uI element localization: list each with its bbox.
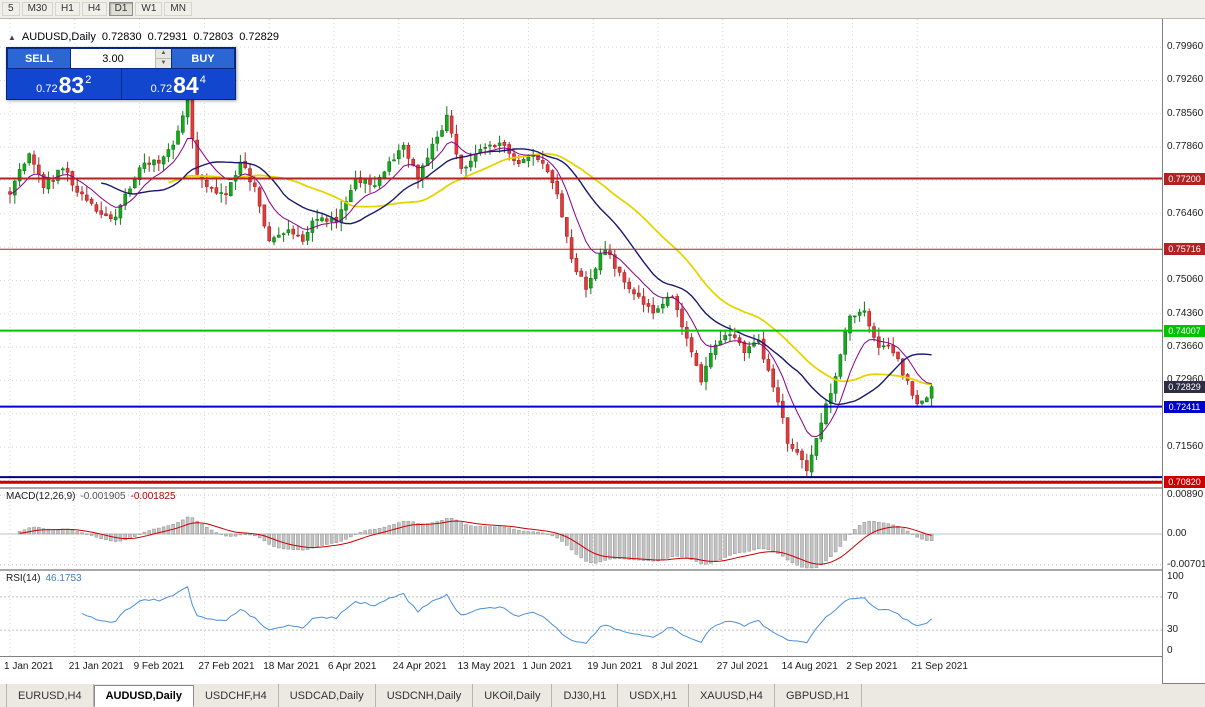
chart-tab-bar: EURUSD,H4 AUDUSD,Daily USDCHF,H4 USDCAD,Dai…	[0, 684, 1205, 707]
panel-divider-main-macd[interactable]	[0, 487, 1162, 489]
level-price-label: 0.70820	[1164, 476, 1205, 489]
current-price-label: 0.72829	[1164, 380, 1205, 393]
date-tick-label: 2 Sep 2021	[846, 661, 898, 672]
date-tick-label: 18 Mar 2021	[263, 661, 320, 672]
sell-price-prefix: 0.72	[36, 83, 58, 95]
price-scale-label: 0.75060	[1167, 274, 1204, 286]
buy-price-pip: 4	[199, 74, 206, 86]
time-axis[interactable]: 1 Jan 2021 21 Jan 2021 9 Feb 2021 27 Feb 20…	[0, 656, 1162, 684]
rsi-value: 46.1753	[45, 573, 82, 584]
date-tick-label: 21 Jan 2021	[68, 661, 124, 672]
volume-input[interactable]	[71, 49, 155, 68]
tab-ukoil-daily[interactable]: UKOil,Daily	[473, 684, 553, 707]
macd-scale-label: 0.00	[1167, 528, 1187, 539]
tab-usdcnh-daily[interactable]: USDCNH,Daily	[376, 684, 474, 707]
sell-price-pip: 2	[85, 74, 92, 86]
macd-title: MACD(12,26,9) -0.001905 -0.001825	[6, 491, 176, 502]
date-tick-label: 13 May 2021	[457, 661, 516, 672]
rsi-scale-label: 0	[1167, 645, 1173, 656]
price-scale-label: 0.78560	[1167, 107, 1204, 119]
date-tick-label: 6 Apr 2021	[328, 661, 377, 672]
rsi-name: RSI(14)	[6, 573, 41, 584]
macd-value-signal: -0.001825	[130, 491, 176, 502]
timeframe-button-5[interactable]: 5	[2, 2, 20, 16]
buy-price[interactable]: 0.72 84 4	[122, 69, 236, 99]
trade-price-separator	[120, 69, 122, 99]
buy-price-big: 84	[173, 72, 199, 98]
date-tick-label: 19 Jun 2021	[587, 661, 643, 672]
rsi-panel[interactable]	[0, 571, 1162, 656]
timeframe-button-w1[interactable]: W1	[135, 2, 163, 16]
level-price-label: 0.74007	[1164, 324, 1205, 337]
volume-down-icon[interactable]: ▼	[156, 59, 171, 68]
date-tick-label: 14 Aug 2021	[781, 661, 838, 672]
timeframe-button-m30[interactable]: M30	[21, 2, 54, 16]
date-tick-label: 27 Jul 2021	[716, 661, 769, 672]
level-price-label: 0.75716	[1164, 243, 1205, 256]
date-tick-label: 8 Jul 2021	[652, 661, 699, 672]
chart-ohlc-header: ▲ AUDUSD,Daily 0.72830 0.72931 0.72803 0…	[8, 31, 279, 43]
ohlc-low: 0.72803	[193, 31, 234, 43]
tab-gbpusd-h1[interactable]: GBPUSD,H1	[775, 684, 862, 707]
price-scale-label: 0.72960	[1167, 374, 1203, 385]
macd-value-main: -0.001905	[80, 491, 126, 502]
macd-name: MACD(12,26,9)	[6, 491, 76, 502]
price-scale[interactable]: 0.79960 0.79260 0.78560 0.77860 0.76460 0.750…	[1162, 19, 1205, 683]
date-tick-label: 24 Apr 2021	[392, 661, 447, 672]
timeframe-button-mn[interactable]: MN	[164, 2, 192, 16]
date-tick-label: 1 Jan 2021	[4, 661, 54, 672]
rsi-title: RSI(14) 46.1753	[6, 573, 82, 584]
collapse-trade-panel-icon[interactable]: ▲	[8, 32, 16, 42]
tab-xauusd-h4[interactable]: XAUUSD,H4	[689, 684, 775, 707]
price-scale-label: 0.76460	[1167, 207, 1204, 219]
timeframe-toolbar: 5 M30 H1 H4 D1 W1 MN	[0, 0, 1205, 19]
date-tick-label: 1 Jun 2021	[522, 661, 572, 672]
tab-usdcad-daily[interactable]: USDCAD,Daily	[279, 684, 376, 707]
macd-scale-label: 0.00890	[1167, 488, 1204, 500]
tab-usdx-h1[interactable]: USDX,H1	[618, 684, 689, 707]
buy-button[interactable]: BUY	[171, 48, 235, 69]
price-scale-label: 0.79960	[1167, 41, 1204, 53]
rsi-scale-label: 70	[1167, 590, 1179, 602]
price-scale-label: 0.74360	[1167, 307, 1204, 319]
tab-usdchf-h4[interactable]: USDCHF,H4	[194, 684, 279, 707]
rsi-scale-label: 100	[1167, 571, 1184, 582]
macd-scale-label: -0.00701	[1167, 558, 1205, 570]
rsi-scale-label: 30	[1167, 624, 1179, 636]
price-scale-label: 0.77860	[1167, 141, 1204, 153]
sell-price-big: 83	[58, 72, 85, 98]
timeframe-button-h1[interactable]: H1	[55, 2, 80, 16]
macd-panel[interactable]	[0, 489, 1162, 569]
price-scale-label: 0.79260	[1167, 74, 1204, 86]
panel-divider-macd-rsi[interactable]	[0, 569, 1162, 571]
tab-dj30-h1[interactable]: DJ30,H1	[552, 684, 619, 707]
ohlc-close: 0.72829	[239, 31, 279, 43]
chart-symbol-label: AUDUSD,Daily	[21, 31, 96, 43]
chart-window: ▲ AUDUSD,Daily 0.72830 0.72931 0.72803 0…	[0, 19, 1205, 684]
tab-audusd-daily[interactable]: AUDUSD,Daily	[93, 685, 194, 707]
level-price-label: 0.72411	[1164, 400, 1205, 413]
one-click-trade-panel: SELL ▲ ▼ BUY 0.72 83 2 0.72 84 4	[6, 47, 236, 100]
date-tick-label: 21 Sep 2021	[911, 661, 968, 672]
ohlc-open: 0.72830	[101, 31, 142, 43]
date-tick-label: 27 Feb 2021	[198, 661, 255, 672]
sell-price[interactable]: 0.72 83 2	[7, 69, 121, 99]
volume-up-icon[interactable]: ▲	[156, 49, 171, 59]
ohlc-high: 0.72931	[147, 31, 188, 43]
price-scale-label: 0.73660	[1167, 341, 1204, 353]
level-price-label: 0.77200	[1164, 172, 1205, 185]
tab-eurusd-h4[interactable]: EURUSD,H4	[6, 684, 94, 707]
main-chart[interactable]	[0, 19, 1162, 487]
price-scale-label: 0.71560	[1167, 441, 1204, 453]
timeframe-button-d1[interactable]: D1	[108, 2, 134, 16]
buy-price-prefix: 0.72	[150, 83, 173, 95]
sell-button[interactable]: SELL	[7, 48, 71, 69]
timeframe-button-h4[interactable]: H4	[81, 2, 107, 16]
date-tick-label: 9 Feb 2021	[133, 661, 185, 672]
